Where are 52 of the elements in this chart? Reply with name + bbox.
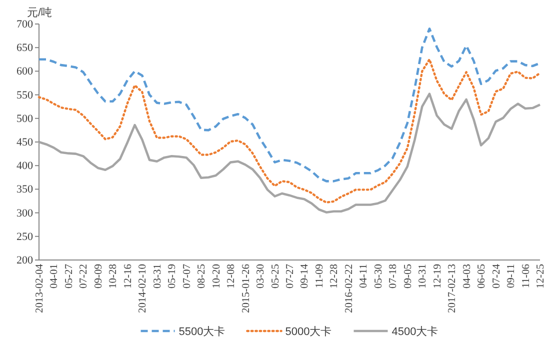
x-tick-label: 07-18: [388, 264, 400, 288]
x-tick-label: 08-25: [196, 264, 208, 288]
x-tick-label: 11-06: [520, 264, 532, 288]
legend-label: 4500大卡: [392, 325, 438, 338]
x-tick-label: 2015-01-26: [240, 264, 252, 313]
x-tick-label: 06-05: [476, 264, 488, 288]
y-tick-label: 200: [16, 254, 34, 266]
x-tick-label: 2017-02-13: [447, 264, 458, 313]
x-tick-label: 09-05: [402, 264, 414, 288]
x-tick-label: 07-07: [182, 264, 193, 288]
x-tick-label: 11-09: [314, 264, 326, 288]
x-tick-label: 12-08: [226, 264, 238, 288]
x-tick-label: 12-16: [122, 264, 134, 288]
x-tick-label: 12-19: [432, 264, 444, 288]
y-tick-label: 450: [16, 136, 34, 148]
y-tick-label: 700: [16, 18, 34, 30]
x-tick-label: 05-19: [167, 264, 178, 288]
line-series: [38, 92, 542, 214]
x-tick-label: 03-30: [256, 264, 267, 288]
y-tick-label: 500: [16, 112, 34, 125]
y-tick-label: 250: [16, 230, 34, 243]
x-tick-label: 05-30: [373, 264, 384, 288]
x-tick-label: 09-14: [300, 263, 311, 288]
x-tick-label: 09-09: [93, 264, 104, 288]
x-tick-label: 10-20: [211, 264, 222, 288]
x-tick-label: 04-11: [358, 264, 370, 288]
x-tick-label: 05-25: [270, 264, 282, 288]
y-tick-label: 600: [16, 66, 34, 78]
x-tick-label: 2016-02-22: [344, 264, 355, 313]
x-tick-label: 03-31: [152, 264, 164, 288]
y-tick-label: 550: [16, 89, 34, 102]
y-tick-label: 400: [16, 160, 34, 172]
x-tick-label: 12-28: [329, 264, 340, 288]
x-tick-label: 07-22: [78, 264, 90, 288]
x-tick-label: 2014-02-10: [138, 264, 149, 313]
x-tick-label: 09-11: [506, 264, 518, 288]
x-tick-label: 07-27: [285, 264, 296, 288]
x-tick-label: 04-03: [462, 264, 473, 288]
x-tick-label: 10-31: [418, 264, 429, 288]
x-tick-label: 12-25: [536, 264, 546, 288]
y-axis-title: 元/吨: [27, 6, 52, 19]
legend-label: 5000大卡: [285, 325, 332, 338]
line-series: [38, 58, 542, 204]
y-tick-label: 650: [16, 42, 34, 54]
legend-label: 5500大卡: [178, 325, 226, 338]
x-tick-label: 05-27: [64, 264, 75, 288]
x-tick-label: 2013-02-04: [34, 263, 46, 313]
y-tick-label: 300: [16, 207, 34, 220]
x-tick-label: 04-01: [49, 264, 60, 288]
x-tick-label: 07-24: [491, 263, 502, 288]
y-tick-label: 350: [16, 184, 34, 196]
x-tick-label: 10-28: [108, 264, 120, 288]
